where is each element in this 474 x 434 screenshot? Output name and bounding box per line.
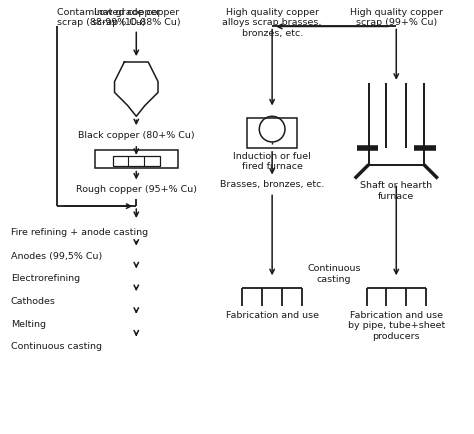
Text: Low grade copper
scrap (10-88% Cu): Low grade copper scrap (10-88% Cu) [92,8,181,27]
Text: High quality copper
alloys scrap brasses,
bronzes, etc.: High quality copper alloys scrap brasses… [222,8,322,37]
Text: Brasses, bronzes, etc.: Brasses, bronzes, etc. [220,180,324,189]
Text: Melting: Melting [11,319,46,328]
Text: Fabrication and use: Fabrication and use [226,310,319,319]
Text: Anodes (99,5% Cu): Anodes (99,5% Cu) [11,251,102,260]
Text: Cathodes: Cathodes [11,296,55,305]
Text: Continuous casting: Continuous casting [11,342,102,351]
Text: Continuous
casting: Continuous casting [308,264,361,283]
Text: Black copper (80+% Cu): Black copper (80+% Cu) [78,131,195,140]
Text: Fabrication and use
by pipe, tube+sheet
producers: Fabrication and use by pipe, tube+sheet … [347,310,445,340]
Bar [247,119,297,148]
Text: Fire refining + anode casting: Fire refining + anode casting [11,227,148,237]
Bar [112,156,160,166]
Text: Induction or fuel
fired furnace: Induction or fuel fired furnace [233,151,311,171]
Text: Contaminated copper
scrap (88-99% Cu): Contaminated copper scrap (88-99% Cu) [57,8,160,27]
Text: Electrorefining: Electrorefining [11,273,80,283]
Text: Shaft or hearth
furnace: Shaft or hearth furnace [360,181,432,201]
Text: Rough copper (95+% Cu): Rough copper (95+% Cu) [76,185,197,194]
Bar [95,151,178,168]
Text: High quality copper
scrap (99+% Cu): High quality copper scrap (99+% Cu) [350,8,443,27]
